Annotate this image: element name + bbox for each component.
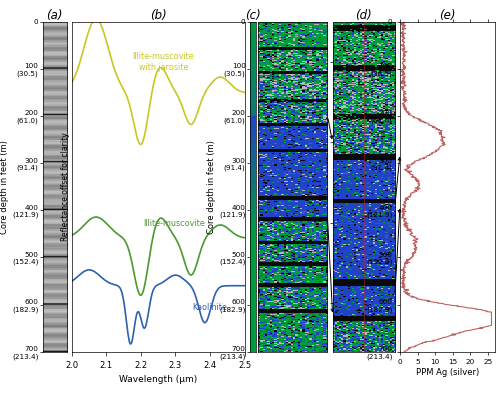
Y-axis label: Core depth in feet (m): Core depth in feet (m) bbox=[208, 140, 216, 233]
Y-axis label: Reflectance offset for clarity: Reflectance offset for clarity bbox=[62, 132, 70, 241]
Y-axis label: Core depth in feet (m): Core depth in feet (m) bbox=[0, 140, 9, 233]
X-axis label: Wavelength (μm): Wavelength (μm) bbox=[119, 375, 198, 384]
Title: (d): (d) bbox=[356, 9, 372, 22]
Text: Kaolinite: Kaolinite bbox=[192, 303, 228, 312]
Title: (e): (e) bbox=[440, 9, 456, 22]
Title: (a): (a) bbox=[46, 9, 63, 22]
X-axis label: PPM Ag (silver): PPM Ag (silver) bbox=[416, 368, 479, 377]
Title: (c): (c) bbox=[245, 9, 260, 22]
Text: Illite-muscovite
with jarosite: Illite-muscovite with jarosite bbox=[132, 52, 194, 72]
Title: (b): (b) bbox=[150, 9, 166, 22]
Text: Illite-muscovite: Illite-muscovite bbox=[143, 219, 204, 228]
